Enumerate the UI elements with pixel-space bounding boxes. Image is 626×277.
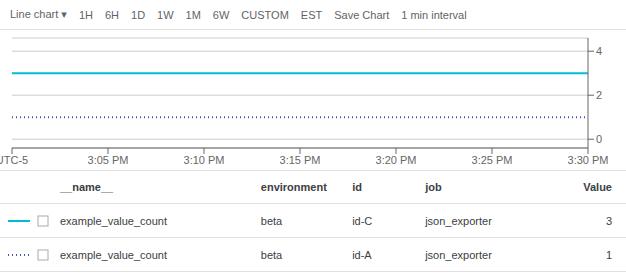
html-text:1W: 1W (157, 8, 174, 21)
svg-text:3:20 PM: 3:20 PM (376, 154, 417, 166)
svg-text:3:25 PM: 3:25 PM (472, 154, 513, 166)
html-text:beta: beta (260, 248, 283, 261)
html-text:1H: 1H (78, 8, 93, 21)
html-text:1: 1 (605, 248, 612, 261)
html-text:CUSTOM: CUSTOM (241, 8, 289, 21)
svg-text:3:15 PM: 3:15 PM (280, 154, 321, 166)
svg-text:3:05 PM: 3:05 PM (88, 154, 129, 166)
html-text:json_exporter: json_exporter (425, 248, 492, 261)
html-text:1M: 1M (185, 8, 201, 21)
html-text:3: 3 (605, 214, 612, 227)
html-text:1D: 1D (131, 8, 146, 21)
html-text:EST: EST (300, 8, 323, 21)
html-text:id: id (352, 181, 362, 193)
svg-text:0: 0 (596, 133, 602, 145)
html-text:beta: beta (260, 214, 283, 227)
html-text:json_exporter: json_exporter (425, 214, 492, 227)
svg-text:2: 2 (596, 89, 602, 101)
html-text:job: job (425, 181, 442, 193)
svg-text:3:10 PM: 3:10 PM (184, 154, 225, 166)
html-text:6H: 6H (105, 8, 119, 21)
html-text:id-A: id-A (352, 248, 372, 261)
html-text:environment: environment (260, 181, 327, 193)
svg-text:3:30 PM: 3:30 PM (568, 154, 609, 166)
html-text:Save Chart: Save Chart (334, 8, 390, 21)
html-text:6W: 6W (212, 8, 230, 21)
svg-text:UTC-5: UTC-5 (0, 154, 28, 166)
html-text:Line chart ▾: Line chart ▾ (10, 8, 67, 20)
html-text:id-C: id-C (352, 214, 373, 227)
html-text:1 min interval: 1 min interval (401, 8, 467, 21)
html-text:example_value_count: example_value_count (60, 214, 167, 227)
html-text:example_value_count: example_value_count (60, 248, 167, 261)
html-text:Value: Value (583, 181, 612, 193)
svg-text:4: 4 (596, 45, 602, 57)
html-text:__name__: __name__ (60, 181, 114, 193)
